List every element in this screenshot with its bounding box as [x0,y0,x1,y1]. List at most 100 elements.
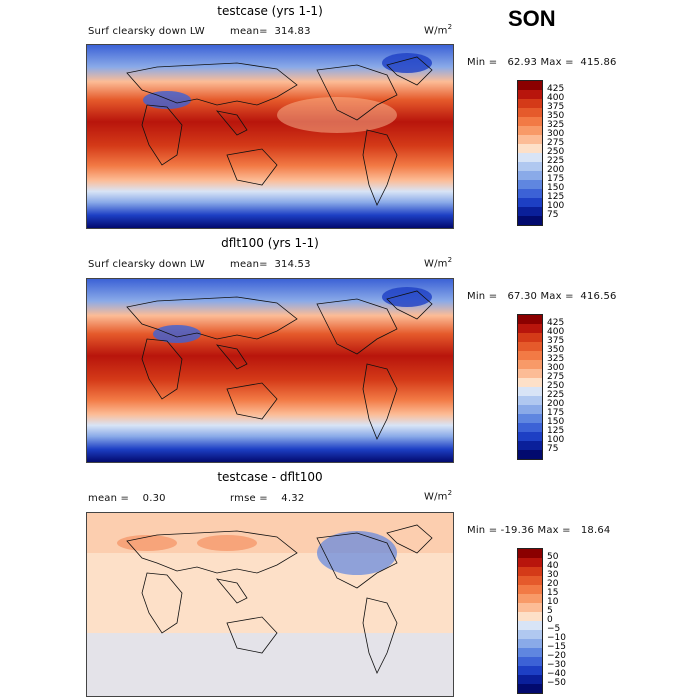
colorbar-swatch [518,153,542,162]
colorbar-tick-label: 200 [547,165,565,175]
colorbar-swatch [518,621,542,630]
colorbar-tick-label: 250 [547,147,565,157]
colorbar-tick-label: 350 [547,345,565,355]
panel-title-difference: testcase - dflt100 [217,470,323,484]
colorbar-tick-label: 400 [547,93,565,103]
min-max-label: Min = -19.36 Max = 18.64 [467,525,611,536]
colorbar-tick-label: 0 [547,615,553,625]
colorbar-tick-label: 100 [547,435,565,445]
colorbar-swatch [518,162,542,171]
colorbar-tick-label: 425 [547,318,565,328]
mean-value: mean= 314.83 [230,26,311,37]
colorbar-swatch [518,171,542,180]
variable-label: Surf clearsky down LW [88,259,205,270]
colorbar-tick-label: 75 [547,210,559,220]
colorbar-swatch [518,594,542,603]
colorbar-swatch [518,648,542,657]
season-label: SON [508,6,556,31]
map-testcase [86,44,454,229]
colorbar-tick-label: 250 [547,381,565,391]
colorbar-tick-label: −20 [547,651,566,661]
colorbar-swatch [518,612,542,621]
colorbar-tick-label: 15 [547,588,559,598]
colorbar-swatch [518,198,542,207]
colorbar-swatch [518,423,542,432]
colorbar-swatch [518,639,542,648]
min-max-label: Min = 62.93 Max = 415.86 [467,57,617,68]
colorbar-swatch [518,90,542,99]
colorbar-swatch [518,360,542,369]
variable-label: Surf clearsky down LW [88,26,205,37]
colorbar-tick-label: −5 [547,624,561,634]
colorbar-tick-label: 100 [547,201,565,211]
colorbar-swatch [518,135,542,144]
colorbar-tick-label: 175 [547,174,565,184]
colorbar-swatch [518,333,542,342]
colorbar-tick-label: −30 [547,660,566,670]
colorbar-swatch [518,180,542,189]
colorbar-swatch [518,603,542,612]
colorbar-tick-label: 5 [547,606,553,616]
colorbar-tick-label: 325 [547,354,565,364]
units-label: W/m2 [424,23,453,37]
colorbar-swatch [518,324,542,333]
colorbar-swatch [518,351,542,360]
colorbar-tick-label: 275 [547,138,565,148]
colorbar-tick-label: 225 [547,156,565,166]
colorbar-tick-label: 30 [547,570,559,580]
mean-value: mean= 314.53 [230,259,311,270]
colorbar-swatch [518,126,542,135]
colorbar-tick-label: −15 [547,642,566,652]
colorbar-tick-label: 325 [547,120,565,130]
colorbar-swatch [518,81,542,90]
map-difference [86,512,454,697]
colorbar-tick-label: 10 [547,597,559,607]
colorbar-swatch [518,216,542,225]
min-max-label: Min = 67.30 Max = 416.56 [467,291,617,302]
mean-difference: mean = 0.30 [88,493,166,504]
colorbar-tick-label: 125 [547,192,565,202]
colorbar-swatch [518,558,542,567]
colorbar-swatch [518,117,542,126]
rmse-value: rmse = 4.32 [230,493,305,504]
colorbar-swatch [518,405,542,414]
colorbar-tick-label: 300 [547,129,565,139]
colorbar-swatch [518,666,542,675]
colorbar-tick-label: 300 [547,363,565,373]
colorbar-tick-label: 425 [547,84,565,94]
colorbar-swatch [518,396,542,405]
colorbar-swatch [518,630,542,639]
units-label: W/m2 [424,256,453,270]
colorbar-swatch [518,342,542,351]
colorbar-swatch [518,675,542,684]
colorbar-swatch [518,369,542,378]
colorbar-swatch [518,441,542,450]
units-label: W/m2 [424,489,453,503]
panel-title-dflt100: dflt100 (yrs 1-1) [221,236,319,250]
colorbar-swatch [518,99,542,108]
colorbar-tick-label: 150 [547,183,565,193]
colorbar-tick-label: 400 [547,327,565,337]
colorbar-swatch [518,549,542,558]
map-dflt100 [86,278,454,463]
colorbar-tick-label: 375 [547,336,565,346]
colorbar-swatch [518,414,542,423]
colorbar-swatch [518,207,542,216]
colorbar-tick-label: 275 [547,372,565,382]
colorbar-tick-label: 125 [547,426,565,436]
colorbar-swatch [518,108,542,117]
colorbar-tick-label: 175 [547,408,565,418]
colorbar-swatch [518,432,542,441]
colorbar-tick-label: 150 [547,417,565,427]
colorbar-tick-label: 200 [547,399,565,409]
colorbar-swatch [518,450,542,459]
colorbar-tick-label: −40 [547,669,566,679]
colorbar-swatch [518,144,542,153]
colorbar-tick-label: 50 [547,552,559,562]
colorbar-tick-label: 350 [547,111,565,121]
colorbar-swatch [518,657,542,666]
colorbar-swatch [518,387,542,396]
colorbar-tick-label: −50 [547,678,566,688]
colorbar-tick-label: 75 [547,444,559,454]
colorbar-tick-label: −10 [547,633,566,643]
